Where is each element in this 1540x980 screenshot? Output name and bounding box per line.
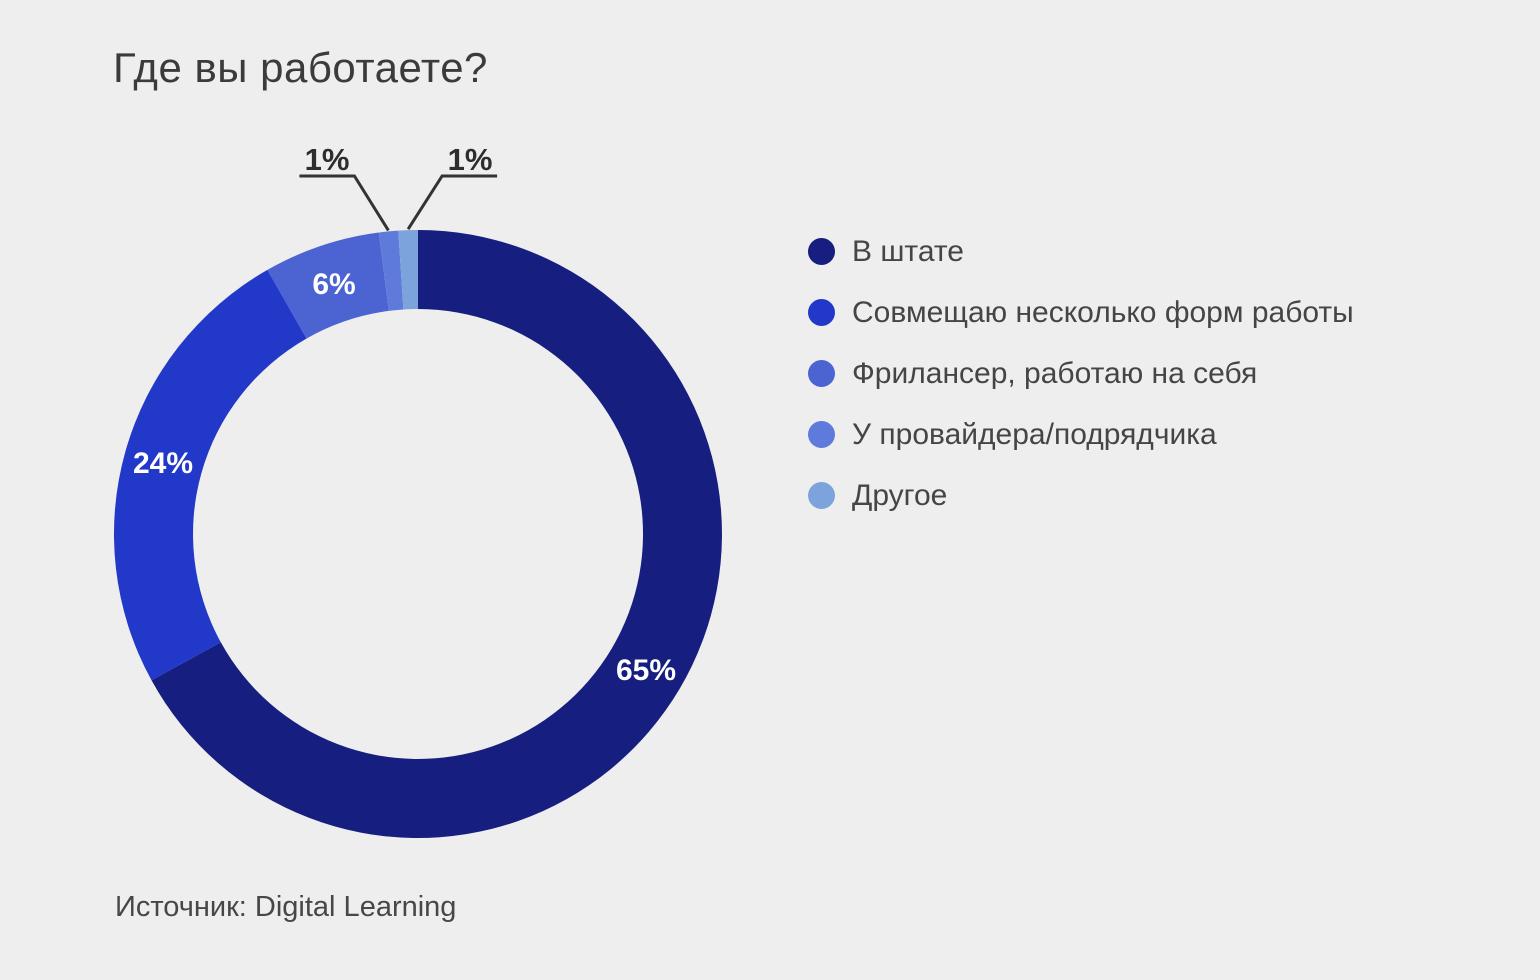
donut-slice-3 [267,232,389,339]
legend-dot-icon [808,238,835,265]
legend-label: Другое [852,478,948,512]
chart-title: Где вы работаете? [113,44,488,91]
slice-value-label: 6% [312,268,355,301]
legend-label: У провайдера/подрядчика [852,417,1217,451]
legend-label: Фрилансер, работаю на себя [852,356,1258,390]
legend-label: В штате [852,234,964,268]
donut-slice-4 [378,230,404,311]
legend-dot-icon [808,482,835,509]
slice-value-label: 24% [133,447,193,480]
legend-dot-icon [808,421,835,448]
legend-item: У провайдера/подрядчика [808,418,1354,451]
slice-value-label: 65% [616,654,676,687]
legend-label: Совмещаю несколько форм работы [852,295,1354,329]
slice-value-label: 1% [305,142,350,177]
legend-item: Другое [808,479,1354,512]
slice-value-label: 1% [448,142,493,177]
callout-leader-line [406,174,498,231]
source-caption: Источник: Digital Learning [115,891,457,923]
legend-dot-icon [808,360,835,387]
legend-item: В штате [808,235,1354,268]
legend-item: Совмещаю несколько форм работы [808,296,1354,329]
legend-item: Фрилансер, работаю на себя [808,357,1354,390]
legend-dot-icon [808,299,835,326]
donut-slice-2 [113,269,307,681]
callout-leader-line [299,174,390,232]
donut-slice-5 [398,229,418,310]
legend: В штате Совмещаю несколько форм работы Фри… [808,235,1354,543]
